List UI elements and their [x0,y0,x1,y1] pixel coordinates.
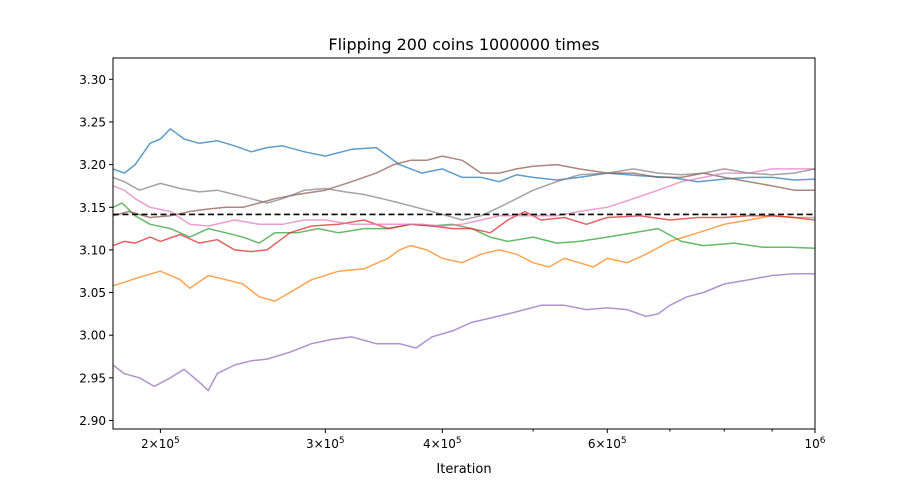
y-tick-label: 3.10 [79,243,106,257]
series-line-2 [113,215,815,302]
chart-title: Flipping 200 coins 1000000 times [328,35,599,54]
y-tick-label: 3.25 [79,115,106,129]
y-axis: 2.90 2.95 3.00 3.05 3.10 3.15 3.20 3.25 3.30 [79,73,113,428]
series-line-7 [113,168,815,227]
x-tick-label: 2×105 [141,436,180,451]
series-line-6 [113,155,815,219]
x-axis: 2×105 3×105 4×105 6×105 106 [141,429,826,451]
y-tick-label: 3.05 [79,286,106,300]
series-layer [113,128,815,392]
series-line-5 [113,273,815,392]
y-tick-label: 3.00 [79,329,106,343]
plot-frame [112,57,816,430]
y-tick-label: 3.20 [79,158,106,172]
y-tick-label: 2.90 [79,414,106,428]
x-tick-label: 3×105 [306,436,345,451]
series-line-8 [113,168,815,221]
y-tick-label: 3.15 [79,201,106,215]
series-line-4 [113,210,815,253]
x-axis-label: Iteration [436,462,491,477]
x-tick-label: 4×105 [423,436,462,451]
x-tick-label: 6×105 [588,436,627,451]
y-tick-label: 2.95 [79,371,106,385]
y-tick-label: 3.30 [79,73,106,87]
